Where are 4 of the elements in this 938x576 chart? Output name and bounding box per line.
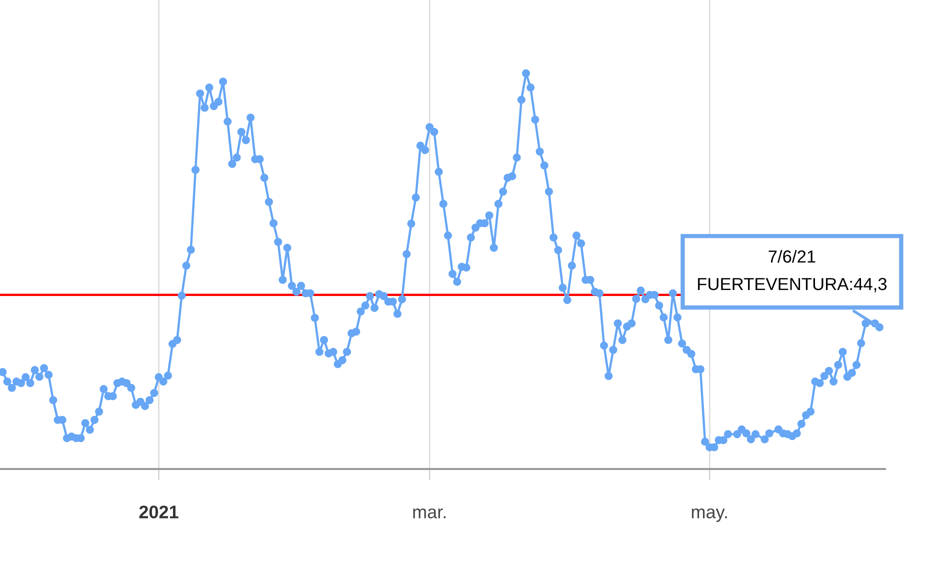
x-tick-label: mar. <box>413 508 446 518</box>
x-tick-label: may. <box>692 508 727 522</box>
x-tick-label: 2021 <box>139 506 178 518</box>
annotation: 7/6/21 FUERTEVENTURA:44,3 <box>698 250 887 292</box>
